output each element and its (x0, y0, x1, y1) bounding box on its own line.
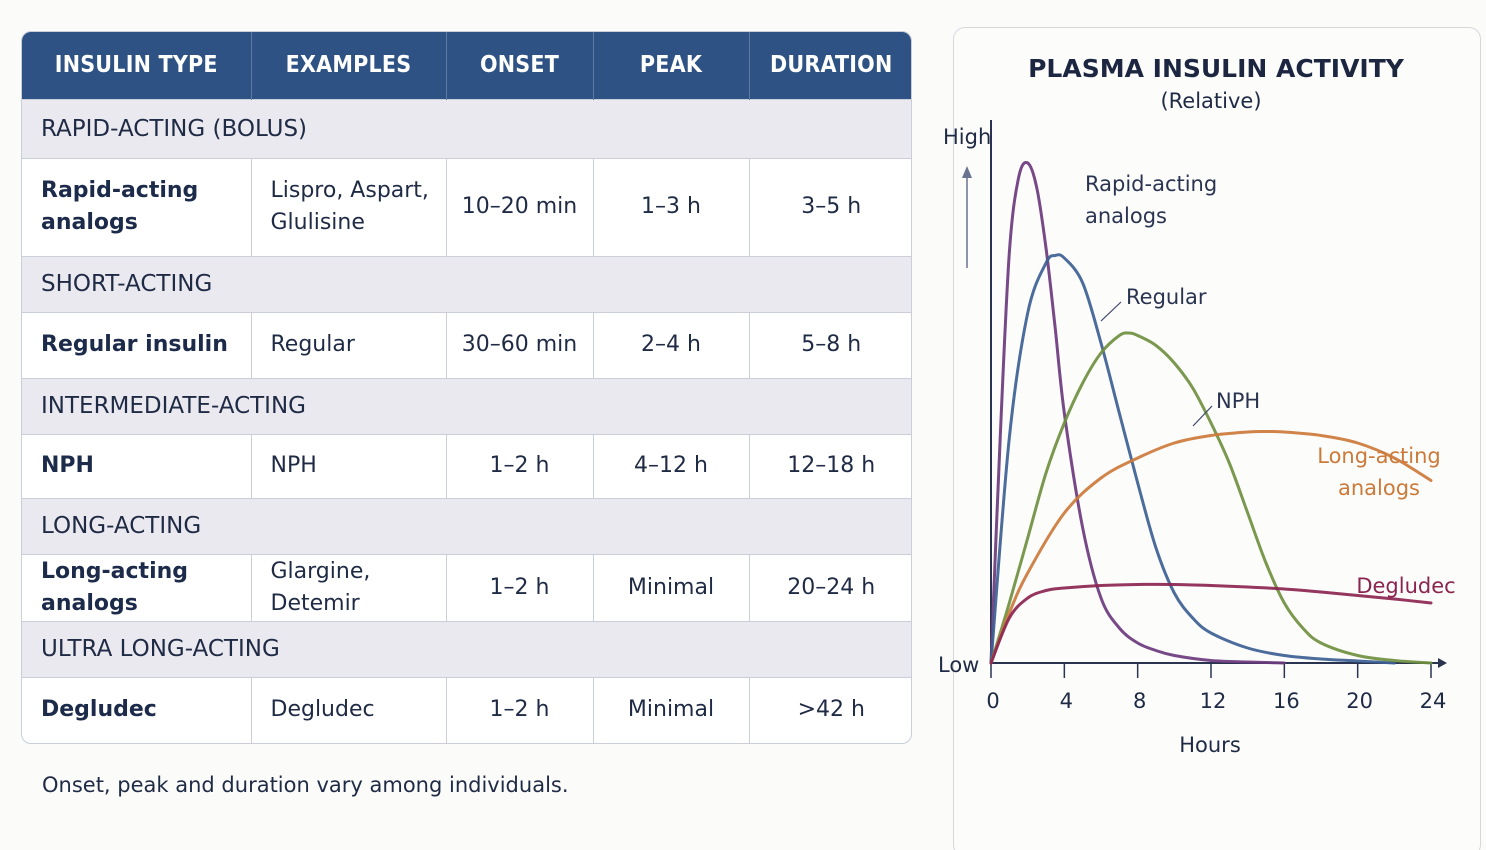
series-leader-line (1100, 301, 1122, 322)
peak-cell: 4–12 h (593, 433, 750, 498)
column-header-examples: EXAMPLES (251, 32, 447, 99)
series-label-line: Degludec (1356, 574, 1455, 598)
series-label-line: analogs (1085, 204, 1167, 228)
series-label-line: Rapid-acting (1085, 172, 1217, 196)
table-row: Degludec Degludec 1–2 h Minimal >42 h (22, 676, 911, 743)
chart-ticks: 0 4 8 12 16 20 24 (986, 663, 1446, 713)
x-axis-arrow-icon (1438, 658, 1447, 668)
category-label: SHORT-ACTING (22, 255, 911, 312)
chart-subtitle: (Relative) (1160, 89, 1261, 113)
column-header-duration: DURATION (749, 32, 911, 99)
table-header-row: INSULIN TYPE EXAMPLES ONSET PEAK DURATIO… (22, 32, 911, 99)
category-row: SHORT-ACTING (22, 255, 911, 312)
insulin-type-cell: Long-acting analogs (22, 553, 252, 621)
series-label-nph: NPH (1216, 389, 1260, 413)
x-tick-label: 16 (1273, 689, 1300, 713)
examples-cell: Lispro, Aspart, Glulisine (251, 157, 447, 256)
table-row: Regular insulin Regular 30–60 min 2–4 h … (22, 311, 911, 378)
series-line-degludec (989, 582, 1433, 665)
series-label-line: NPH (1216, 389, 1260, 413)
insulin-type-line: Rapid-acting (41, 178, 199, 203)
duration-cell: 12–18 h (749, 433, 911, 498)
table-row: Rapid-acting analogs Lispro, Aspart, Glu… (22, 157, 911, 256)
column-header-peak: PEAK (593, 32, 750, 99)
category-row: RAPID-ACTING (BOLUS) (22, 98, 911, 158)
peak-cell: 1–3 h (593, 157, 750, 256)
duration-cell: 20–24 h (749, 553, 911, 621)
category-label: INTERMEDIATE-ACTING (22, 377, 911, 434)
x-tick-label: 4 (1060, 689, 1073, 713)
category-row: ULTRA LONG-ACTING (22, 620, 911, 677)
insulin-table-grid: INSULIN TYPE EXAMPLES ONSET PEAK DURATIO… (22, 32, 911, 743)
x-axis-label: Hours (1179, 733, 1241, 757)
examples-line: Glulisine (270, 210, 365, 235)
column-header-onset: ONSET (446, 32, 594, 99)
duration-cell: 5–8 h (749, 311, 911, 378)
series-leader-line (1192, 405, 1213, 427)
insulin-type-line: analogs (41, 210, 138, 235)
footnote: Onset, peak and duration vary among indi… (42, 773, 569, 797)
series-line-nph (989, 331, 1433, 665)
x-tick-label: 24 (1420, 689, 1447, 713)
peak-cell: Minimal (593, 553, 750, 621)
onset-cell: 10–20 min (446, 157, 594, 256)
table-row: NPH NPH 1–2 h 4–12 h 12–18 h (22, 433, 911, 498)
onset-cell: 30–60 min (446, 311, 594, 378)
series-label-line: Long-acting (1317, 444, 1441, 468)
chart-series-labels: Rapid-acting analogs Regular NPH Long-acting… (1085, 172, 1456, 598)
category-label: ULTRA LONG-ACTING (22, 620, 911, 677)
duration-cell: 3–5 h (749, 157, 911, 256)
examples-line: Lispro, Aspart, (270, 178, 429, 203)
series-line-regular (989, 253, 1396, 665)
onset-cell: 1–2 h (446, 676, 594, 743)
examples-cell: Glargine, Detemir (251, 553, 447, 621)
examples-cell: Regular (251, 311, 447, 378)
examples-cell: Degludec (251, 676, 447, 743)
series-label-line: analogs (1338, 476, 1420, 500)
column-header-insulin-type: INSULIN TYPE (22, 32, 252, 99)
x-tick-label: 20 (1346, 689, 1373, 713)
series-label-regular: Regular (1126, 285, 1207, 309)
insulin-type-cell: Degludec (22, 676, 252, 743)
y-axis-low-label: Low (938, 653, 979, 677)
series-line-rapid-acting-analogs (989, 161, 1286, 665)
insulin-type-cell: Regular insulin (22, 311, 252, 378)
chart-title: PLASMA INSULIN ACTIVITY (1028, 54, 1405, 83)
category-row: LONG-ACTING (22, 497, 911, 554)
onset-cell: 1–2 h (446, 553, 594, 621)
peak-cell: Minimal (593, 676, 750, 743)
peak-cell: 2–4 h (593, 311, 750, 378)
insulin-table: INSULIN TYPE EXAMPLES ONSET PEAK DURATIO… (21, 31, 912, 744)
insulin-type-cell: Rapid-acting analogs (22, 157, 252, 256)
category-row: INTERMEDIATE-ACTING (22, 377, 911, 434)
table-row: Long-acting analogs Glargine, Detemir 1–… (22, 553, 911, 621)
category-label: LONG-ACTING (22, 497, 911, 554)
category-label: RAPID-ACTING (BOLUS) (22, 98, 911, 158)
x-tick-label: 8 (1133, 689, 1146, 713)
insulin-type-cell: NPH (22, 433, 252, 498)
series-label-degludec: Degludec (1356, 574, 1455, 598)
chart-series-lines (989, 161, 1433, 665)
onset-cell: 1–2 h (446, 433, 594, 498)
y-axis-high-label: High (943, 125, 991, 149)
series-line-long-acting-analogs (989, 429, 1433, 665)
chart-axes (962, 120, 1447, 668)
series-label-rapid-acting-analogs: Rapid-acting analogs (1085, 172, 1217, 228)
y-axis-up-arrow-icon (962, 166, 972, 178)
x-tick-label: 12 (1200, 689, 1227, 713)
series-label-line: Regular (1126, 285, 1207, 309)
series-label-long-acting-analogs: Long-acting analogs (1317, 444, 1441, 500)
duration-cell: >42 h (749, 676, 911, 743)
examples-cell: NPH (251, 433, 447, 498)
x-tick-label: 0 (986, 689, 999, 713)
